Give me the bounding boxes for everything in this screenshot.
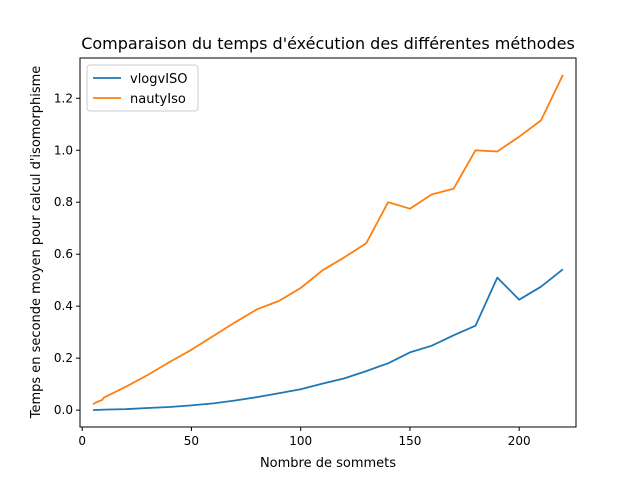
legend-label-1: nautyIso: [130, 92, 186, 107]
y-tick-label: 1.0: [54, 143, 73, 157]
y-tick-label: 0.0: [54, 403, 73, 417]
x-tick-label: 200: [508, 434, 531, 448]
series-line-1: [92, 74, 564, 406]
plot-area: 0 50 100 150 200 0.0 0.2 0.4 0.6 0.8 1.0 1.2: [54, 57, 577, 448]
axes-frame: [79, 57, 577, 428]
legend-box: [86, 64, 199, 112]
y-tick-label: 0.8: [54, 195, 73, 209]
legend-label-0: vlogvISO: [130, 72, 188, 87]
legend: vlogvISO nautyIso: [86, 64, 199, 112]
x-tick-label: 0: [78, 434, 86, 448]
series-line-0: [93, 268, 564, 411]
y-tick-label: 1.2: [54, 91, 73, 105]
y-axis-label: Temps en seconde moyen pour calcul d'iso…: [29, 66, 44, 420]
x-tick-label: 150: [398, 434, 421, 448]
x-tick-label: 50: [184, 434, 199, 448]
chart-title: Comparaison du temps d'éxécution des dif…: [81, 34, 575, 53]
x-tick-label: 100: [289, 434, 312, 448]
y-tick-label: 0.2: [54, 351, 73, 365]
x-axis-label: Nombre de sommets: [260, 456, 396, 471]
y-tick-label: 0.4: [54, 299, 73, 313]
y-tick-label: 0.6: [54, 247, 73, 261]
